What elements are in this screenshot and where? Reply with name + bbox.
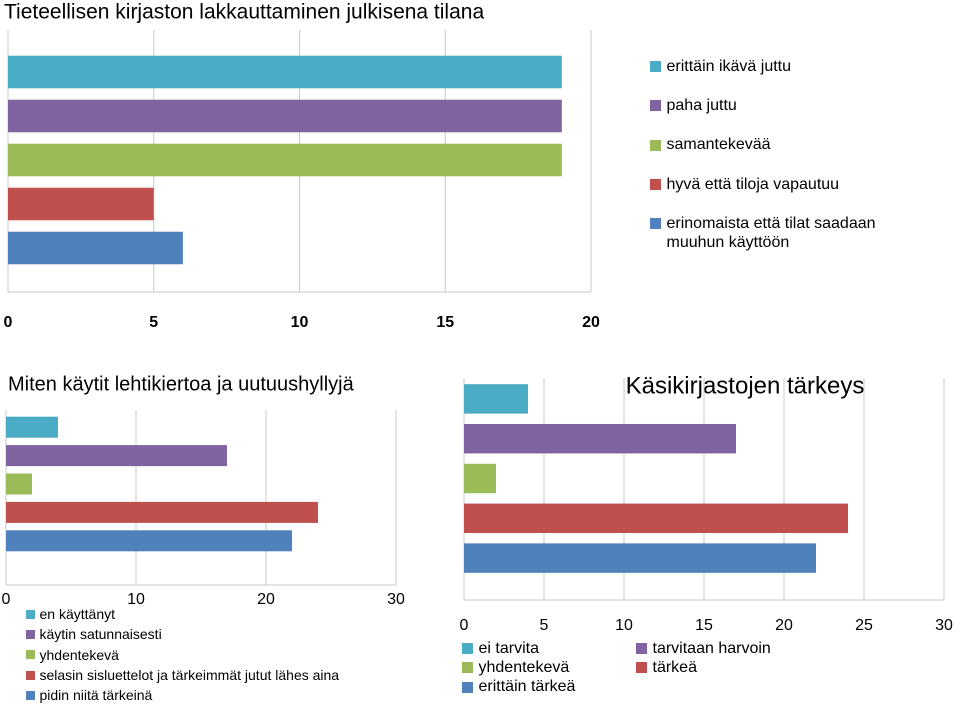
legend-item: samantekevää [650, 135, 935, 154]
legend-label: käytin satunnaisesti [39, 626, 162, 643]
bar [6, 473, 32, 495]
bar [8, 99, 562, 133]
bar [8, 143, 562, 177]
legend-label: yhdentekevä [478, 659, 570, 677]
chart-title: Miten käytit lehtikiertoa ja uutuushylly… [8, 373, 355, 395]
bar [464, 543, 816, 573]
x-tick-label: 20 [775, 617, 793, 634]
legend-item: yhdentekevä [462, 658, 636, 677]
bar [6, 445, 227, 467]
x-tick-label: 30 [935, 617, 953, 634]
legend-swatch [26, 609, 35, 619]
x-tick-label: 5 [540, 617, 549, 634]
legend-label: ei tarvita [478, 640, 539, 657]
legend-swatch [636, 662, 647, 674]
x-tick-label: 30 [387, 591, 405, 608]
chart-title: Käsikirjastojen tärkeys [626, 372, 865, 399]
legend-label: en käyttänyt [39, 606, 116, 622]
legend-swatch [462, 662, 473, 674]
legend: ei tarvita tarvitaan harvoin yhdentekevä tä… [462, 639, 960, 697]
legend-item: tarvitaan harvoin [636, 639, 810, 658]
legend-item: paha juttu [650, 96, 935, 115]
x-tick-label: 5 [149, 314, 158, 331]
legend-label: erinomaista että tilat saadaan muuhun kä… [666, 214, 876, 252]
x-tick-label: 10 [291, 314, 309, 331]
legend-swatch [26, 670, 35, 680]
bar [6, 501, 318, 523]
legend-swatch [462, 643, 473, 655]
bar [6, 530, 292, 552]
legend-item: erittäin ikävä juttu [650, 57, 935, 76]
legend-item: erinomaista että tilat saadaan muuhun kä… [650, 214, 935, 252]
bar [464, 423, 736, 454]
bar [8, 231, 183, 265]
legend-label: tarvitaan harvoin [652, 640, 771, 657]
legend-swatch [650, 217, 661, 229]
bar [8, 187, 154, 221]
legend-item: ei tarvita [462, 639, 636, 658]
bar [464, 384, 528, 414]
legend-swatch [650, 139, 661, 151]
legend-label: erittäin ikävä juttu [666, 58, 792, 75]
bar [464, 463, 496, 494]
legend: en käyttänyt käytin satunnaisesti yhdentek… [26, 606, 446, 707]
legend-swatch [462, 681, 473, 693]
chart-title: Tieteellisen kirjaston lakkauttaminen ju… [4, 1, 484, 24]
legend-swatch [636, 643, 647, 655]
x-tick-label: 0 [4, 314, 13, 331]
x-tick-label: 0 [2, 591, 11, 608]
legend-item: selasin sisluettelot ja tärkeimmät jutut… [26, 667, 446, 684]
bar [464, 503, 848, 534]
legend-swatch [26, 630, 35, 640]
legend-label: erittäin tärkeä [478, 678, 576, 696]
legend-label: samantekevää [666, 136, 771, 154]
x-tick-label: 10 [127, 591, 145, 608]
legend-item: pidin niitä tärkeinä [26, 687, 446, 704]
legend-label: yhdentekevä [39, 646, 119, 663]
legend-item: hyvä että tiloja vapautuu [650, 175, 935, 194]
legend-label: selasin sisluettelot ja tärkeimmät jutut… [39, 666, 340, 683]
legend-swatch [650, 61, 661, 73]
x-tick-label: 15 [695, 617, 713, 634]
legend-swatch [26, 691, 35, 701]
legend-swatch [26, 650, 35, 660]
legend-swatch [650, 100, 661, 112]
bar [8, 55, 562, 89]
legend-item: käytin satunnaisesti [26, 626, 446, 643]
legend-swatch [650, 178, 661, 190]
x-tick-label: 20 [582, 314, 600, 331]
legend-label: pidin niitä tärkeinä [39, 687, 153, 704]
x-tick-label: 10 [615, 617, 633, 634]
legend-item: tärkeä [636, 658, 810, 677]
x-tick-label: 15 [436, 314, 454, 331]
x-tick-label: 20 [257, 591, 275, 608]
bar [6, 416, 58, 438]
legend-label: paha juttu [666, 97, 737, 115]
legend-item: erittäin tärkeä [462, 677, 636, 696]
legend-label: hyvä että tiloja vapautuu [666, 175, 840, 193]
legend-item: yhdentekevä [26, 647, 446, 664]
x-tick-label: 0 [460, 617, 469, 634]
legend-label: tärkeä [652, 659, 697, 677]
legend: erittäin ikävä juttu paha juttu samantekev… [650, 57, 935, 272]
legend-item: en käyttänyt [26, 606, 446, 623]
x-tick-label: 25 [855, 617, 873, 634]
